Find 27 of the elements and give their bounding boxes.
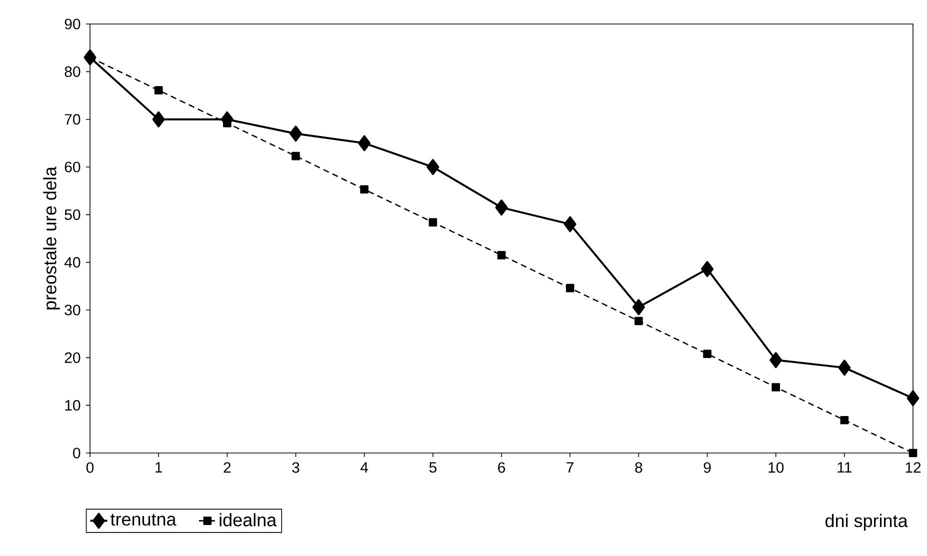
y-tick-label: 60 xyxy=(64,162,80,172)
x-tick-label: 1 xyxy=(156,462,162,473)
x-tick-label: 4 xyxy=(360,462,368,473)
x-tick-label: 12 xyxy=(906,462,921,473)
x-tick-label: 10 xyxy=(768,462,784,473)
x-axis-title: dni sprinta xyxy=(826,514,908,531)
x-tick-label: 2 xyxy=(224,462,231,473)
y-tick-label: 20 xyxy=(64,352,80,363)
x-tick-label: 7 xyxy=(566,462,574,473)
y-axis-title: preostale ure dela xyxy=(43,166,60,310)
x-tick-label: 5 xyxy=(429,462,436,473)
legend-label: trenutna xyxy=(110,514,176,526)
x-tick-label: 6 xyxy=(498,462,506,473)
y-tick-label: 0 xyxy=(73,448,80,458)
y-tick-label: 80 xyxy=(64,66,80,77)
x-tick-label: 0 xyxy=(86,462,94,473)
x-tick-label: 9 xyxy=(704,462,711,473)
x-tick-label: 11 xyxy=(838,462,852,473)
y-tick-label: 40 xyxy=(64,257,80,268)
y-tick-label: 30 xyxy=(64,304,80,316)
y-tick-label: 50 xyxy=(64,209,80,220)
y-tick-label: 10 xyxy=(65,400,80,411)
x-tick-label: 3 xyxy=(292,462,300,473)
x-tick-label: 8 xyxy=(635,462,642,473)
legend-label: idealna xyxy=(220,513,277,526)
y-tick-label: 90 xyxy=(64,18,80,30)
y-tick-label: 70 xyxy=(64,114,80,125)
